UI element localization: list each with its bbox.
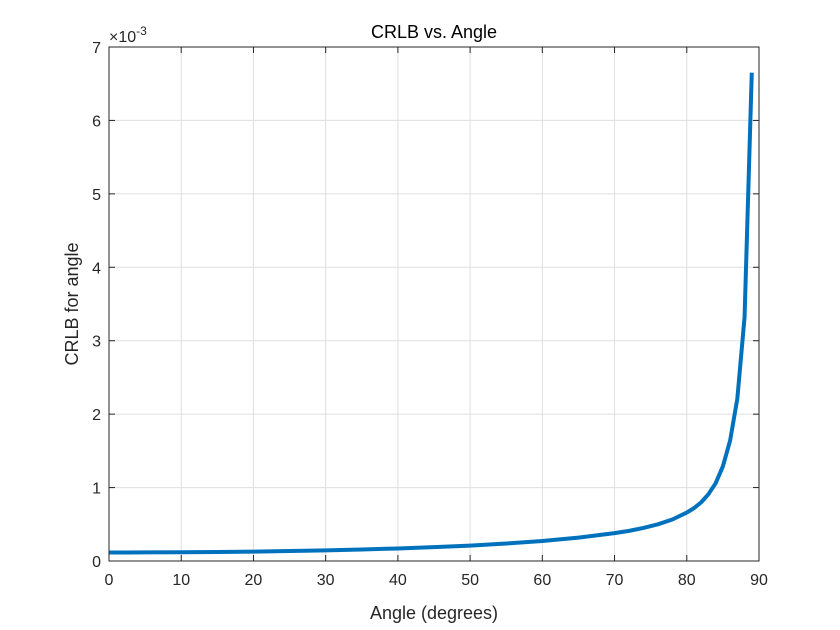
y-axis-label: CRLB for angle [62, 242, 82, 365]
x-axis-label: Angle (degrees) [370, 603, 498, 623]
x-tick-label: 60 [533, 572, 551, 589]
y-tick-label: 1 [92, 481, 101, 498]
y-tick-label: 6 [92, 113, 101, 130]
y-axis-exponent: ×10-3 [109, 24, 147, 46]
x-tick-labels: 0 10 20 30 40 50 60 70 80 90 [105, 572, 768, 589]
x-tick-label: 80 [678, 572, 696, 589]
y-tick-label: 5 [92, 187, 101, 204]
y-exponent-power: -3 [136, 24, 147, 38]
y-tick-labels: 0 1 2 3 4 5 6 7 [92, 40, 101, 571]
y-tick-label: 2 [92, 407, 101, 424]
x-tick-label: 10 [172, 572, 190, 589]
plot-area [109, 47, 759, 561]
y-tick-label: 3 [92, 334, 101, 351]
tick-marks [108, 46, 760, 562]
axes-box [108, 46, 760, 562]
chart-title: CRLB vs. Angle [371, 22, 497, 42]
x-tick-label: 40 [389, 572, 407, 589]
x-tick-label: 90 [750, 572, 768, 589]
x-tick-label: 50 [461, 572, 479, 589]
series-layer [108, 72, 754, 555]
x-tick-label: 30 [317, 572, 335, 589]
y-tick-label: 4 [92, 260, 101, 277]
y-tick-label: 7 [92, 40, 101, 57]
series-line [108, 72, 754, 555]
y-tick-label: 0 [92, 554, 101, 571]
y-exponent-base: ×10 [109, 29, 136, 46]
x-tick-label: 0 [105, 572, 114, 589]
x-tick-label: 20 [245, 572, 263, 589]
x-tick-label: 70 [606, 572, 624, 589]
